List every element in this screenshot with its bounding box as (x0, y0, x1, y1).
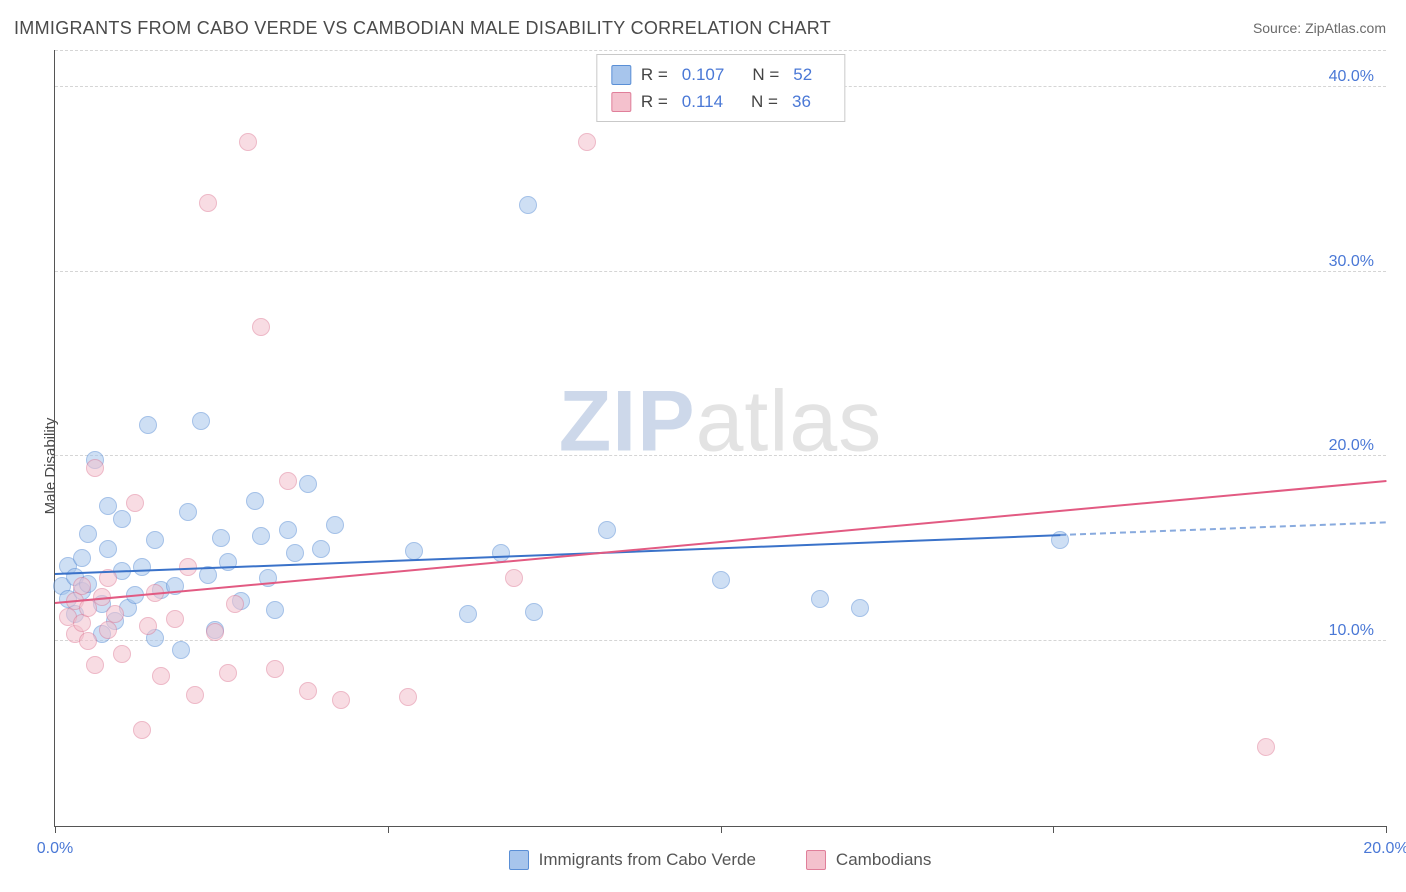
scatter-point (299, 475, 317, 493)
n-label: N = (752, 61, 779, 88)
scatter-point (811, 590, 829, 608)
scatter-point (113, 510, 131, 528)
legend-row-cabo-verde: R = 0.107 N = 52 (611, 61, 830, 88)
trend-line-extension (1060, 521, 1386, 536)
y-tick-label: 30.0% (1329, 253, 1374, 271)
scatter-point (166, 610, 184, 628)
scatter-point (578, 133, 596, 151)
scatter-point (99, 540, 117, 558)
scatter-point (598, 521, 616, 539)
scatter-point (1257, 738, 1275, 756)
n-value-cabo-verde: 52 (793, 61, 812, 88)
scatter-point (326, 516, 344, 534)
scatter-point (192, 412, 210, 430)
n-value-cambodians: 36 (792, 88, 811, 115)
scatter-point (459, 605, 477, 623)
scatter-point (179, 503, 197, 521)
scatter-point (246, 492, 264, 510)
y-tick-label: 40.0% (1329, 68, 1374, 86)
scatter-point (219, 664, 237, 682)
x-tick (721, 826, 722, 833)
n-label: N = (751, 88, 778, 115)
series-legend: Immigrants from Cabo Verde Cambodians (54, 850, 1386, 870)
scatter-point (405, 542, 423, 560)
scatter-point (199, 194, 217, 212)
plot-area: ZIPatlas R = 0.107 N = 52 R = 0.114 N = … (54, 50, 1386, 827)
scatter-point (139, 617, 157, 635)
legend-item-cabo-verde: Immigrants from Cabo Verde (509, 850, 756, 870)
trend-line (55, 534, 1060, 575)
swatch-cambodians (611, 92, 631, 112)
scatter-point (399, 688, 417, 706)
scatter-point (239, 133, 257, 151)
scatter-point (252, 318, 270, 336)
r-label: R = (641, 88, 668, 115)
scatter-point (73, 549, 91, 567)
scatter-point (206, 623, 224, 641)
scatter-point (279, 521, 297, 539)
scatter-point (186, 686, 204, 704)
scatter-point (286, 544, 304, 562)
legend-row-cambodians: R = 0.114 N = 36 (611, 88, 830, 115)
scatter-point (126, 494, 144, 512)
scatter-point (299, 682, 317, 700)
scatter-point (79, 525, 97, 543)
swatch-cambodians (806, 850, 826, 870)
scatter-point (113, 645, 131, 663)
scatter-point (226, 595, 244, 613)
scatter-point (86, 459, 104, 477)
correlation-legend: R = 0.107 N = 52 R = 0.114 N = 36 (596, 54, 845, 122)
scatter-point (133, 721, 151, 739)
r-value-cambodians: 0.114 (682, 88, 723, 115)
gridline (55, 640, 1386, 641)
scatter-point (519, 196, 537, 214)
scatter-point (139, 416, 157, 434)
watermark: ZIPatlas (559, 373, 882, 472)
scatter-point (79, 632, 97, 650)
scatter-point (266, 660, 284, 678)
legend-label-cabo-verde: Immigrants from Cabo Verde (539, 850, 756, 870)
x-tick (388, 826, 389, 833)
y-tick-label: 20.0% (1329, 437, 1374, 455)
scatter-point (99, 621, 117, 639)
legend-label-cambodians: Cambodians (836, 850, 931, 870)
scatter-point (266, 601, 284, 619)
source-attribution: Source: ZipAtlas.com (1253, 20, 1386, 36)
scatter-point (525, 603, 543, 621)
gridline (55, 271, 1386, 272)
scatter-point (172, 641, 190, 659)
scatter-point (851, 599, 869, 617)
scatter-point (152, 667, 170, 685)
swatch-cabo-verde (509, 850, 529, 870)
scatter-point (133, 558, 151, 576)
scatter-point (146, 531, 164, 549)
scatter-point (106, 605, 124, 623)
r-value-cabo-verde: 0.107 (682, 61, 725, 88)
scatter-point (279, 472, 297, 490)
scatter-point (73, 577, 91, 595)
scatter-point (505, 569, 523, 587)
scatter-point (312, 540, 330, 558)
swatch-cabo-verde (611, 65, 631, 85)
x-tick (1053, 826, 1054, 833)
gridline (55, 50, 1386, 51)
y-tick-label: 10.0% (1329, 622, 1374, 640)
scatter-point (712, 571, 730, 589)
scatter-point (212, 529, 230, 547)
scatter-point (252, 527, 270, 545)
chart-title: IMMIGRANTS FROM CABO VERDE VS CAMBODIAN … (14, 18, 831, 39)
scatter-point (332, 691, 350, 709)
r-label: R = (641, 61, 668, 88)
scatter-point (492, 544, 510, 562)
x-tick (1386, 826, 1387, 833)
x-tick (55, 826, 56, 833)
gridline (55, 455, 1386, 456)
chart-container: Male Disability ZIPatlas R = 0.107 N = 5… (14, 50, 1386, 882)
legend-item-cambodians: Cambodians (806, 850, 931, 870)
scatter-point (86, 656, 104, 674)
